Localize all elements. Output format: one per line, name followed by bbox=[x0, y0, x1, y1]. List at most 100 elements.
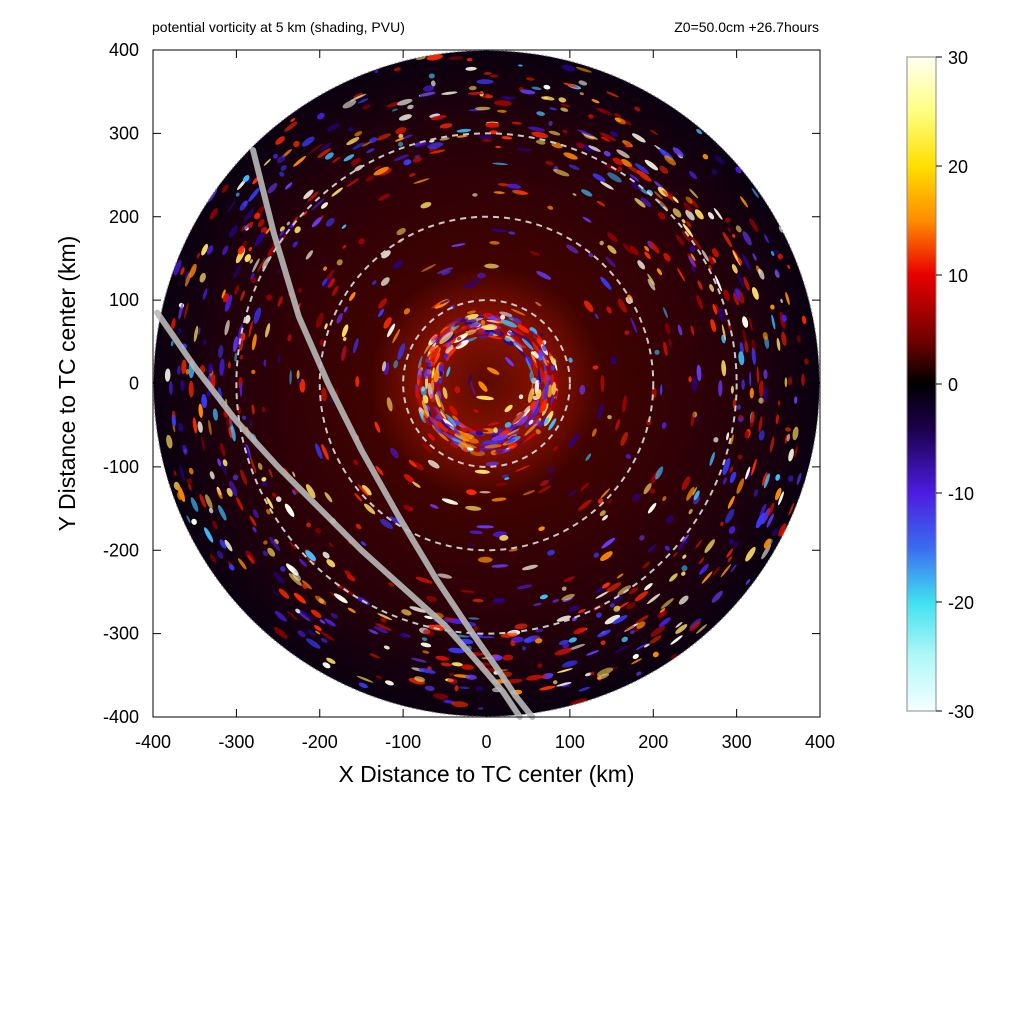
field-cell bbox=[222, 293, 230, 303]
field-cell bbox=[775, 487, 782, 501]
colorbar-tick-label: 20 bbox=[948, 157, 968, 177]
field-cell bbox=[456, 128, 471, 133]
field-cell bbox=[278, 588, 290, 599]
field-cell bbox=[393, 360, 399, 369]
field-cell bbox=[462, 437, 467, 444]
field-cell bbox=[484, 444, 502, 449]
field-cell bbox=[600, 132, 617, 142]
field-cell bbox=[759, 503, 767, 517]
field-cell bbox=[772, 527, 779, 537]
field-cell bbox=[647, 544, 656, 553]
field-cell bbox=[625, 142, 631, 148]
field-cell bbox=[729, 466, 734, 473]
field-cell bbox=[677, 540, 687, 551]
field-cell bbox=[758, 430, 765, 441]
field-cell bbox=[737, 454, 743, 460]
field-cell bbox=[622, 395, 627, 413]
field-cell bbox=[320, 142, 332, 151]
field-cell bbox=[455, 326, 468, 334]
field-cell bbox=[202, 288, 208, 300]
field-cell bbox=[321, 387, 327, 402]
field-cell bbox=[289, 541, 297, 550]
track-line bbox=[250, 147, 536, 720]
field-cell bbox=[293, 155, 306, 167]
field-cell bbox=[522, 564, 538, 571]
field-cell bbox=[317, 112, 325, 120]
field-cell bbox=[341, 324, 349, 338]
field-cell bbox=[572, 193, 577, 196]
field-cell bbox=[303, 189, 314, 200]
field-cell bbox=[205, 494, 213, 509]
field-cell bbox=[448, 647, 465, 654]
field-cell bbox=[507, 331, 515, 336]
field-cell bbox=[690, 253, 696, 262]
field-cell bbox=[755, 512, 766, 529]
field-cell bbox=[192, 417, 198, 434]
field-cell bbox=[591, 99, 600, 104]
field-cell bbox=[280, 566, 286, 572]
field-cell bbox=[324, 492, 333, 503]
field-cell bbox=[751, 458, 757, 476]
field-cell bbox=[439, 137, 450, 141]
field-cell bbox=[663, 341, 668, 356]
field-cell bbox=[410, 657, 427, 663]
field-cell bbox=[696, 128, 703, 135]
field-cell bbox=[591, 428, 597, 437]
field-cell bbox=[199, 493, 206, 508]
field-cell bbox=[659, 165, 669, 174]
field-cell bbox=[704, 539, 715, 553]
field-cell bbox=[669, 573, 678, 582]
field-cell bbox=[446, 342, 452, 348]
field-cell bbox=[737, 257, 743, 265]
field-cell bbox=[414, 676, 426, 682]
field-cell bbox=[794, 396, 798, 404]
field-cell bbox=[660, 598, 674, 609]
field-cell bbox=[222, 459, 228, 467]
field-cell bbox=[560, 103, 571, 108]
field-cell bbox=[260, 226, 268, 234]
field-cell bbox=[717, 306, 725, 322]
field-cell bbox=[485, 122, 500, 128]
field-cell bbox=[262, 550, 268, 557]
field-cell bbox=[510, 640, 516, 647]
field-cell bbox=[387, 323, 396, 338]
y-axis-label: Y Distance to TC center (km) bbox=[54, 236, 80, 532]
field-cell bbox=[307, 629, 316, 636]
field-cell bbox=[626, 602, 636, 610]
field-cell bbox=[423, 410, 429, 419]
field-cell bbox=[675, 624, 688, 634]
field-cell bbox=[494, 450, 506, 454]
field-cell bbox=[173, 470, 177, 477]
field-cell bbox=[592, 173, 606, 182]
field-cell bbox=[424, 368, 431, 380]
field-cell bbox=[290, 117, 296, 123]
field-cell bbox=[609, 602, 615, 608]
field-cell bbox=[515, 344, 524, 352]
field-cell bbox=[369, 653, 381, 659]
field-cell bbox=[235, 192, 240, 197]
field-cell bbox=[620, 159, 632, 168]
field-cell bbox=[443, 699, 455, 704]
field-cell bbox=[776, 337, 781, 351]
field-cell bbox=[201, 435, 205, 451]
field-cell bbox=[393, 154, 410, 162]
field-cell bbox=[306, 522, 311, 528]
colorbar-tick-label: -30 bbox=[948, 702, 974, 722]
field-cell bbox=[182, 444, 188, 456]
field-cell bbox=[302, 210, 308, 217]
field-cell bbox=[677, 267, 686, 282]
field-cell bbox=[288, 565, 299, 576]
field-cell bbox=[201, 394, 208, 409]
field-cell bbox=[188, 380, 194, 398]
field-cell bbox=[763, 386, 768, 403]
field-cell bbox=[322, 662, 331, 669]
field-cell bbox=[429, 346, 440, 362]
field-cell bbox=[269, 536, 281, 552]
field-cell bbox=[237, 558, 247, 570]
field-cell bbox=[505, 357, 514, 367]
field-cell bbox=[177, 327, 182, 334]
field-cell bbox=[694, 240, 702, 250]
field-cell bbox=[292, 471, 296, 478]
field-cell bbox=[617, 166, 623, 172]
field-cell bbox=[644, 245, 650, 252]
